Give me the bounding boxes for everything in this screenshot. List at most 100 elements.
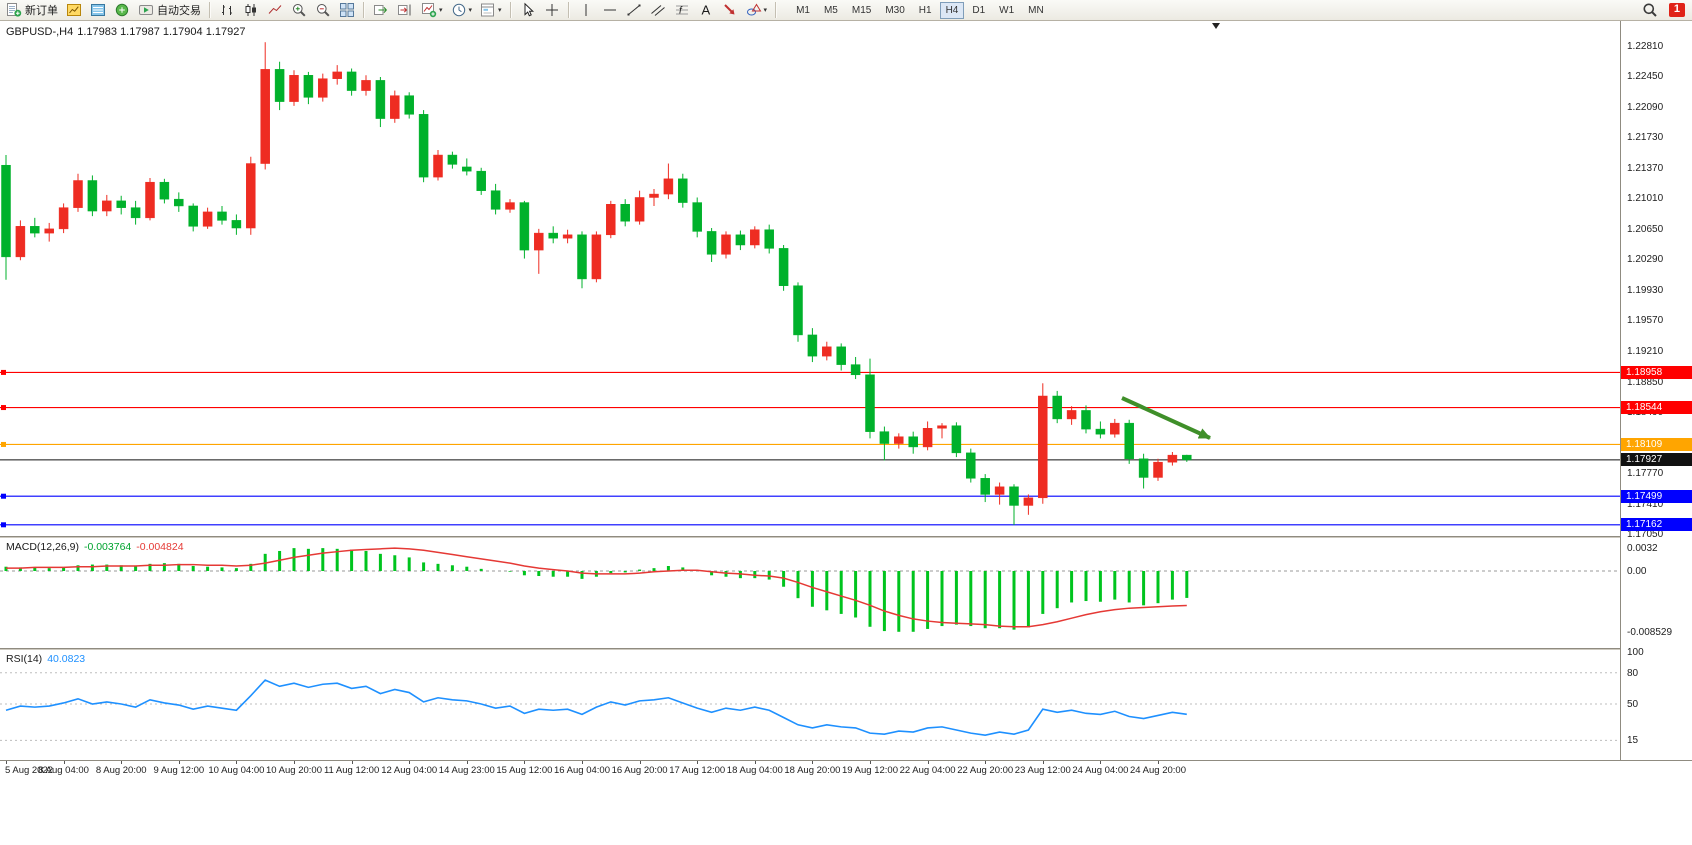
notification-badge[interactable]: 1 — [1668, 3, 1685, 17]
search-button[interactable] — [1638, 1, 1662, 19]
hline-handle[interactable] — [1, 493, 6, 499]
price-chart-canvas[interactable] — [0, 21, 1620, 536]
fibonacci-button[interactable]: f — [670, 1, 694, 19]
tile-windows-icon — [340, 3, 354, 17]
tile-windows-button[interactable] — [335, 1, 359, 19]
bar-chart-icon — [222, 5, 232, 15]
timeframe-d1-button[interactable]: D1 — [966, 2, 991, 19]
rsi-name: RSI(14) — [6, 653, 43, 665]
chart-shift-marker[interactable] — [1212, 23, 1220, 29]
bar-chart-button[interactable] — [215, 1, 239, 19]
price-axis-label: 1.21010 — [1627, 193, 1664, 205]
time-axis-tick — [870, 761, 871, 764]
shapes-button[interactable]: ▾ — [742, 1, 772, 19]
toolbar-right: 1 — [1638, 1, 1690, 19]
periods-button[interactable]: ▾ — [447, 1, 477, 19]
auto-trading-button[interactable]: 自动交易 — [134, 1, 205, 19]
price-axis-label: 1.19930 — [1627, 284, 1664, 296]
market-watch-button[interactable] — [86, 1, 110, 19]
time-axis-label: 19 Aug 12:00 — [842, 765, 898, 776]
time-axis-tick — [812, 761, 814, 764]
cursor-icon — [524, 2, 534, 17]
templates-button[interactable]: ▾ — [476, 1, 506, 19]
rsi-axis-label: 80 — [1627, 667, 1639, 679]
indicators-button[interactable]: ▾ — [417, 1, 447, 19]
time-axis-label: 24 Aug 20:00 — [1130, 765, 1186, 776]
vertical-line-icon — [585, 4, 587, 16]
time-axis-label: 10 Aug 20:00 — [266, 765, 322, 776]
time-axis-label: 18 Aug 04:00 — [726, 765, 783, 776]
hline-handle[interactable] — [1, 441, 6, 447]
time-axis-label: 24 Aug 04:00 — [1072, 765, 1129, 776]
new-order-label: 新订单 — [25, 5, 58, 17]
price-axis-label: 1.19210 — [1627, 346, 1664, 358]
trendline-button[interactable] — [622, 1, 646, 19]
zoom-in-button[interactable] — [287, 1, 311, 19]
time-axis[interactable]: 5 Aug 2022 8 Aug 04:00 8 Aug 20:00 9 Aug 12… — [0, 760, 1692, 779]
cursor-button[interactable] — [516, 1, 540, 19]
dropdown-caret-icon: ▾ — [439, 7, 443, 14]
toolbar: 新订单 自动交易 ▾ ▾ ▾ f A ▾ M1 M5 M15 M30 H1 H4 D1 W1 MN 1 — [0, 0, 1692, 21]
rsi-canvas[interactable] — [0, 650, 1620, 760]
svg-text:f: f — [679, 6, 683, 17]
candle-chart-button[interactable] — [239, 1, 263, 19]
macd-panel[interactable]: MACD(12,26,9) -0.003764 -0.004824 — [0, 538, 1620, 648]
macd-canvas[interactable] — [0, 538, 1620, 648]
rsi-axis-label: 15 — [1627, 735, 1639, 747]
price-axis-label: 1.22090 — [1627, 101, 1664, 113]
auto-scroll-button[interactable] — [369, 1, 393, 19]
time-axis-label: 22 Aug 04:00 — [899, 765, 956, 776]
price-axis-label: 1.21730 — [1627, 132, 1664, 144]
price-axis-label: 1.19570 — [1627, 315, 1664, 327]
price-axis-label: 1.20290 — [1627, 254, 1664, 266]
panel-splitter[interactable] — [0, 536, 1692, 538]
timeframe-m1-button[interactable]: M1 — [790, 2, 816, 19]
chart-symbol-period: GBPUSD-,H4 — [6, 26, 74, 38]
timeframe-m15-button[interactable]: M15 — [846, 2, 877, 19]
price-axis-label: 1.21370 — [1627, 162, 1664, 174]
timeframe-mn-button[interactable]: MN — [1022, 2, 1050, 19]
data-window-button[interactable] — [110, 1, 134, 19]
time-axis-label: 12 Aug 04:00 — [381, 765, 438, 776]
horizontal-line-button[interactable] — [598, 1, 622, 19]
timeframe-w1-button[interactable]: W1 — [993, 2, 1020, 19]
channel-button[interactable] — [646, 1, 670, 19]
price-axis-label: 1.20650 — [1627, 223, 1664, 235]
svg-text:A: A — [701, 3, 710, 18]
price-chart-panel[interactable]: GBPUSD-,H4 1.17983 1.17987 1.17904 1.1792… — [0, 21, 1620, 536]
price-axis[interactable]: 1.22810 1.22450 1.22090 1.21730 1.21370 1.210… — [1620, 21, 1692, 779]
price-axis-label: 1.18850 — [1627, 376, 1664, 388]
trendline-icon — [627, 4, 641, 16]
current-price-tag: 1.17927 — [1621, 453, 1692, 467]
new-order-button[interactable]: 新订单 — [2, 1, 62, 19]
price-axis-label: 1.17770 — [1627, 468, 1664, 480]
hline-handle[interactable] — [1, 522, 6, 528]
chart-window-button[interactable] — [62, 1, 86, 19]
hline-handle[interactable] — [1, 405, 6, 411]
timeframe-m30-button[interactable]: M30 — [879, 2, 910, 19]
chart-title: GBPUSD-,H4 1.17983 1.17987 1.17904 1.1792… — [6, 26, 249, 38]
chart-shift-button[interactable] — [393, 1, 417, 19]
vertical-line-button[interactable] — [574, 1, 598, 19]
hline-handle[interactable] — [1, 369, 6, 375]
line-chart-button[interactable] — [263, 1, 287, 19]
search-icon — [1643, 3, 1657, 17]
time-axis-label: 9 Aug 12:00 — [153, 765, 205, 776]
trend-arrow-object[interactable] — [1121, 396, 1211, 440]
chart-window: GBPUSD-,H4 1.17983 1.17987 1.17904 1.1792… — [0, 21, 1692, 845]
arrows-button[interactable] — [718, 1, 742, 19]
timeframe-h1-button[interactable]: H1 — [913, 2, 938, 19]
timeframe-m5-button[interactable]: M5 — [818, 2, 844, 19]
panel-splitter[interactable] — [0, 648, 1692, 650]
time-axis-tick — [1042, 761, 1044, 764]
time-axis-tick — [582, 761, 583, 764]
zoom-out-icon — [317, 4, 330, 17]
auto-trading-icon — [139, 5, 153, 15]
indicators-icon — [422, 3, 437, 18]
hline-price-tag: 1.18109 — [1621, 437, 1692, 451]
crosshair-button[interactable] — [540, 1, 564, 19]
text-button[interactable]: A — [694, 1, 718, 19]
zoom-out-button[interactable] — [311, 1, 335, 19]
timeframe-h4-button[interactable]: H4 — [939, 1, 965, 19]
rsi-panel[interactable]: RSI(14) 40.0823 — [0, 650, 1620, 760]
